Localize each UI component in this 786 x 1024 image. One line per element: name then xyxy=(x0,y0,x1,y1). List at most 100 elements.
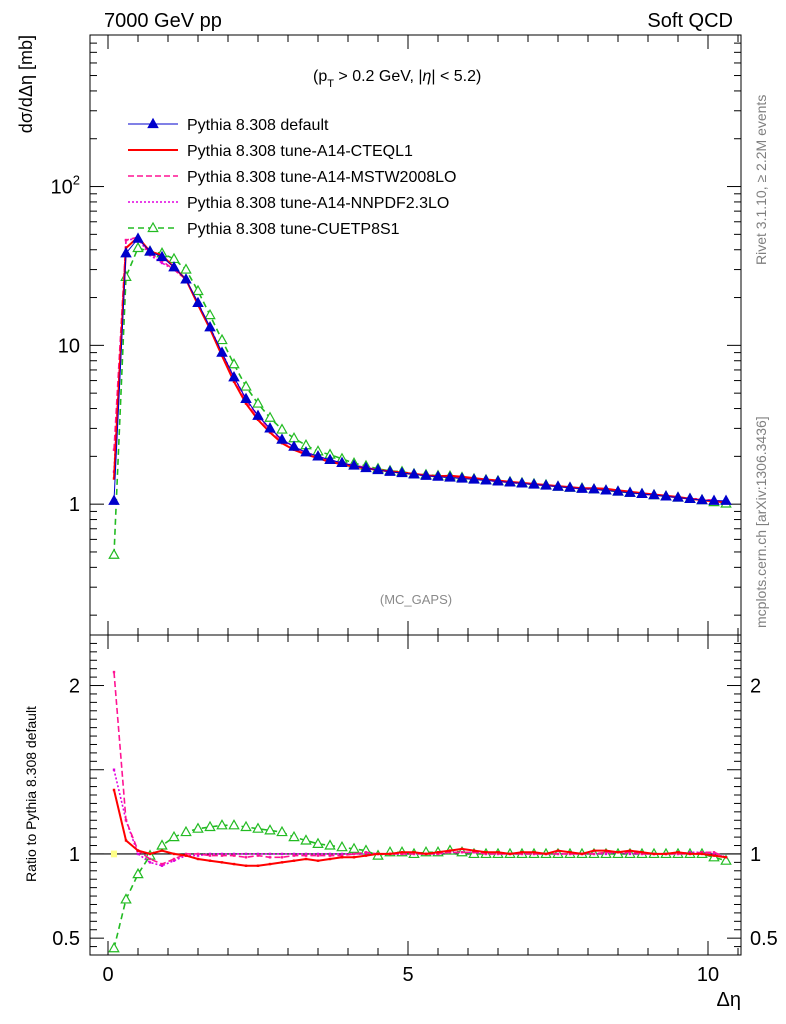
ratio-point-mstw xyxy=(124,819,128,822)
ratio-point-cteq xyxy=(148,852,152,856)
ratio-point-nnpdf xyxy=(232,852,236,856)
legend-label-cteq: Pythia 8.308 tune-A14-CTEQL1 xyxy=(187,143,413,160)
ratio-point-nnpdf xyxy=(244,852,248,856)
ratio-point-cuetp xyxy=(108,942,120,953)
ratio-point-nnpdf xyxy=(268,852,272,856)
legend-label-cuetp: Pythia 8.308 tune-CUETP8S1 xyxy=(187,221,400,238)
ratio-point-mstw xyxy=(196,852,200,856)
main-point-default xyxy=(420,469,432,480)
ratio-point-cuetp xyxy=(288,830,300,842)
main-point-default xyxy=(120,247,132,258)
ratio-panel: 0 5 10 0.5 0.5 1 1 2 2 Ratio to Pythia 8.308 def… xyxy=(23,634,778,1011)
ratio-point-cteq xyxy=(172,852,176,856)
ratio-point-cteq xyxy=(472,849,476,852)
ratio-point-cteq xyxy=(652,852,656,856)
ratio-point-cuetp xyxy=(720,854,732,865)
ratio-point-cteq xyxy=(592,849,596,852)
ratio-point-mstw xyxy=(220,854,224,857)
legend-label-mstw: Pythia 8.308 tune-A14-MSTW2008LO xyxy=(187,169,456,186)
main-point-default xyxy=(696,493,708,505)
x-tick-label: 5 xyxy=(402,964,413,986)
main-point-default xyxy=(216,346,228,357)
ratio-point-mstw xyxy=(436,852,440,856)
ratio-point-cteq xyxy=(352,856,356,859)
ratio-point-cteq xyxy=(556,849,560,852)
ratio-point-cteq xyxy=(388,852,392,856)
ratio-point-cuetp xyxy=(312,837,324,848)
main-point-cteq xyxy=(244,402,248,405)
main-point-default xyxy=(288,440,300,451)
main-point-default xyxy=(276,433,288,444)
ratio-point-mstw xyxy=(520,852,524,856)
ratio-point-cteq xyxy=(196,857,200,861)
ratio-point-cteq xyxy=(460,847,464,851)
main-point-cuetp xyxy=(264,411,276,422)
ratio-point-cteq xyxy=(424,852,428,856)
main-point-default xyxy=(468,473,480,484)
legend-label-nnpdf: Pythia 8.308 tune-A14-NNPDF2.3LO xyxy=(187,195,449,212)
main-point-cuetp xyxy=(228,358,240,369)
ratio-point-cteq xyxy=(280,861,284,864)
ratio-point-mstw xyxy=(364,851,368,854)
ratio-point-cteq xyxy=(220,861,224,864)
ratio-point-cuetp xyxy=(276,825,288,837)
main-panel: 1 10 102 (pT > 0.2 GeV, |η| < 5.2) (MC_GAP… xyxy=(16,34,742,636)
ratio-point-nnpdf xyxy=(256,852,260,856)
reference-band xyxy=(111,850,117,858)
ratio-point-nnpdf xyxy=(340,852,344,856)
ratio-point-cteq xyxy=(676,851,680,854)
main-point-default xyxy=(360,461,372,473)
main-point-cuetp xyxy=(204,308,216,320)
main-point-default xyxy=(612,485,624,496)
ratio-point-cteq xyxy=(160,849,164,852)
ratio-point-cuetp xyxy=(264,824,276,835)
ratio-point-mstw xyxy=(244,856,248,859)
ratio-point-cuetp xyxy=(228,819,240,830)
ratio-point-cuetp xyxy=(180,825,192,837)
ratio-point-cteq xyxy=(448,849,452,852)
main-point-default xyxy=(396,466,408,478)
ratio-point-nnpdf xyxy=(712,852,716,856)
ratio-point-cteq xyxy=(712,854,716,857)
ratio-series-line-mstw xyxy=(113,672,727,865)
ratio-point-nnpdf xyxy=(328,852,332,856)
mcplots-citation-label: mcplots.cern.ch [arXiv:1306.3436] xyxy=(753,416,769,628)
ratio-point-cuetp xyxy=(204,820,216,832)
ratio-point-cuetp xyxy=(120,893,132,904)
y-tick-label: 10 xyxy=(58,335,80,357)
main-point-cuetp xyxy=(108,548,120,559)
main-point-default xyxy=(480,474,492,485)
ratio-point-cteq xyxy=(616,851,620,854)
main-point-default xyxy=(444,471,456,482)
ratio-point-nnpdf xyxy=(172,859,176,862)
ratio-point-nnpdf xyxy=(688,851,692,854)
main-panel-title: (pT > 0.2 GeV, |η| < 5.2) xyxy=(313,68,481,90)
ratio-point-mstw xyxy=(208,854,212,857)
ratio-y-axis-label: Ratio to Pythia 8.308 default xyxy=(23,706,39,882)
ratio-point-mstw xyxy=(352,852,356,856)
main-point-default xyxy=(684,492,696,503)
ratio-point-cuetp xyxy=(300,834,312,845)
ratio-point-cteq xyxy=(376,852,380,856)
ratio-point-nnpdf xyxy=(628,852,632,856)
ratio-point-cteq xyxy=(544,852,548,856)
main-point-default xyxy=(492,475,504,486)
ratio-point-cuetp xyxy=(252,822,264,833)
ratio-point-mstw xyxy=(604,851,608,854)
main-point-nnpdf xyxy=(160,261,164,265)
main-point-default xyxy=(564,481,576,492)
main-point-cuetp xyxy=(132,241,144,253)
main-point-default xyxy=(720,494,732,505)
main-series-line-cuetp xyxy=(113,247,727,555)
main-point-cteq xyxy=(232,380,236,383)
main-point-default xyxy=(648,488,660,500)
ratio-point-cteq xyxy=(400,851,404,854)
ratio-point-cteq xyxy=(436,851,440,854)
ratio-y-tick-label: 1 xyxy=(69,844,80,866)
ratio-point-cteq xyxy=(664,852,668,856)
ratio-point-cteq xyxy=(316,859,320,862)
ratio-point-cteq xyxy=(508,852,512,856)
ratio-point-mstw xyxy=(460,851,464,854)
ratio-point-cteq xyxy=(124,839,128,842)
main-point-cuetp xyxy=(120,270,132,281)
